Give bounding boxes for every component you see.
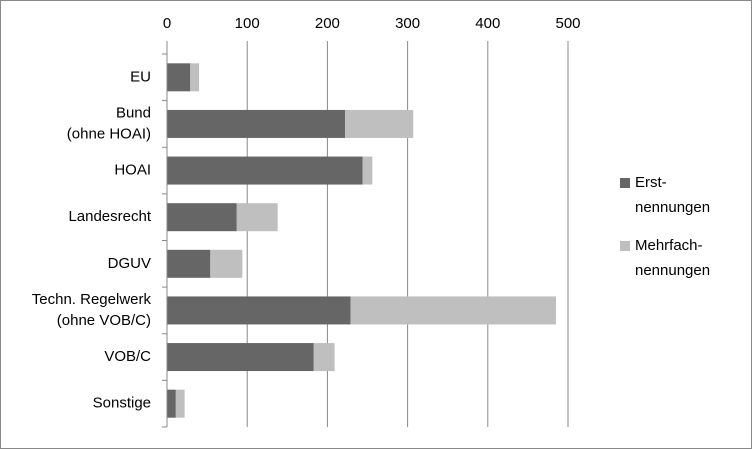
legend-label: Erst- (635, 174, 667, 191)
bar-segment (175, 389, 185, 418)
x-tick-label: 0 (163, 15, 171, 32)
x-tick-label: 400 (475, 15, 500, 32)
legend-label: nennungen (635, 262, 710, 279)
bar-segment (345, 109, 414, 138)
y-tick-label: Landesrecht (68, 208, 151, 225)
x-tick-label: 300 (395, 15, 420, 32)
y-tick-label: EU (130, 68, 151, 85)
legend-swatch (620, 178, 630, 188)
y-tick-label: Bund (116, 104, 151, 121)
bar-segment (313, 343, 335, 372)
y-tick-label: (ohne VOB/C) (57, 312, 151, 329)
legend-swatch (620, 241, 630, 251)
bar-segment (167, 203, 237, 232)
bar-segment (167, 109, 346, 138)
x-tick-label: 100 (235, 15, 260, 32)
bar-segment (167, 249, 211, 278)
bar-segment (167, 389, 176, 418)
x-tick-label: 200 (315, 15, 340, 32)
legend-label: nennungen (635, 199, 710, 216)
bar-segment (362, 156, 373, 185)
bar-segment (350, 296, 556, 325)
bar-segment (190, 63, 200, 92)
bar-segment (236, 203, 278, 232)
bar-segment (210, 249, 243, 278)
y-tick-label: VOB/C (104, 348, 151, 365)
y-tick-label: Sonstige (93, 395, 151, 412)
y-tick-label: Techn. Regelwerk (32, 291, 152, 308)
bar-segment (167, 156, 363, 185)
bar-segment (167, 296, 351, 325)
legend-label: Mehrfach- (635, 237, 703, 254)
y-tick-label: (ohne HOAI) (67, 125, 151, 142)
y-tick-label: DGUV (108, 255, 151, 272)
bar-segment (167, 63, 191, 92)
bar-segment (167, 343, 314, 372)
y-tick-label: HOAI (114, 162, 151, 179)
x-tick-label: 500 (555, 15, 580, 32)
